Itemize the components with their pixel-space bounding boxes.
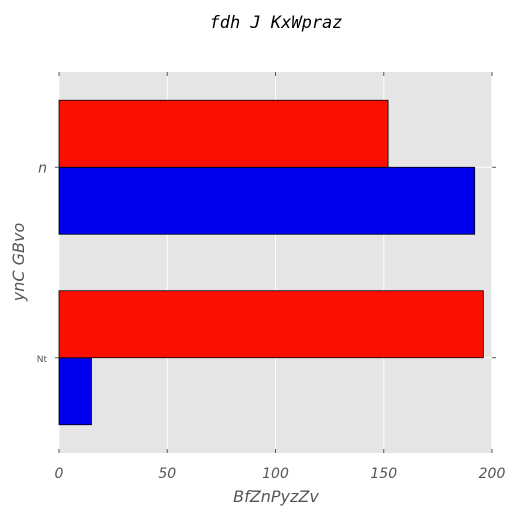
bar-series-1-n [58,99,389,168]
y-axis-label: ynC GBvo [9,223,28,303]
x-tick-label: 150 [370,466,397,482]
x-tick-label: 50 [158,466,176,482]
bar-series-0-n [58,166,476,235]
x-tick-label: 200 [479,466,506,482]
bars [58,99,484,426]
y-tick-label: n [38,160,47,176]
x-tick-label: 100 [262,466,289,482]
bar-series-1-nt [58,290,484,359]
chart-title: fdh J KxWpraz [209,13,342,33]
x-axis-label: BfZnPyzZv [233,487,319,506]
x-tick-label: 0 [55,466,64,482]
ticks: 0 50 100 150 200 Nt n [37,72,506,482]
bar-series-0-nt [58,357,92,426]
y-tick-label: Nt [37,355,48,365]
